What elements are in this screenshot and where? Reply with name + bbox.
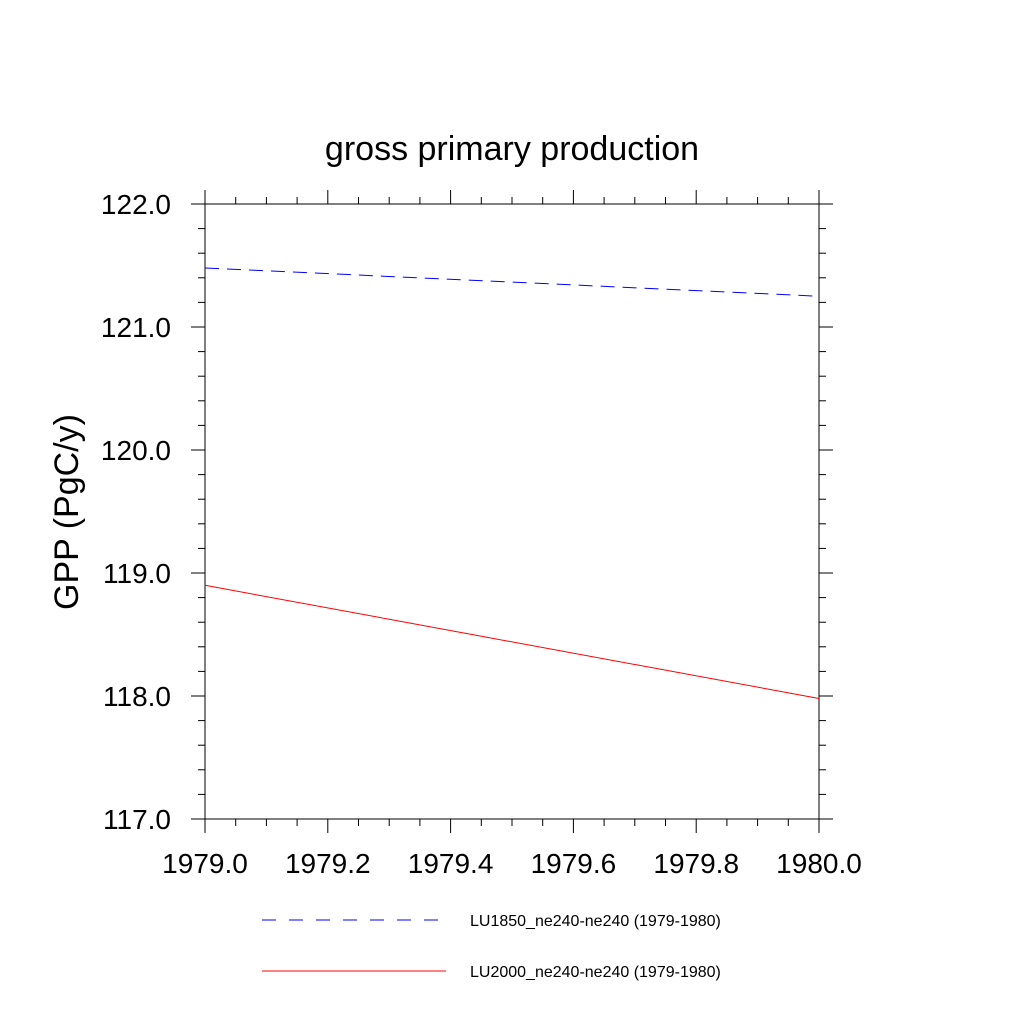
- series-group: [204, 267, 820, 699]
- y-axis-label: GPP (PgC/y): [48, 414, 86, 610]
- y-tick-label: 119.0: [103, 558, 171, 589]
- series-line-1: [204, 267, 820, 297]
- chart-title: gross primary production: [325, 130, 699, 168]
- legend-label-2: LU2000_ne240-ne240 (1979-1980): [470, 964, 721, 981]
- plot-border: [204, 203, 820, 820]
- legend: LU1850_ne240-ne240 (1979-1980) LU2000_ne2…: [262, 913, 721, 981]
- y-axis: 117.0 118.0 119.0 120.0 121.0 122.0: [101, 189, 833, 835]
- y-tick-label: 121.0: [101, 312, 171, 343]
- legend-label-1: LU1850_ne240-ne240 (1979-1980): [470, 913, 721, 930]
- y-tick-label: 120.0: [101, 435, 171, 466]
- x-tick-label: 1979.4: [408, 848, 494, 879]
- x-axis: 1979.0 1979.2 1979.4 1979.6 1979.8 1980.0: [162, 190, 862, 879]
- series-line-2: [204, 584, 820, 699]
- x-tick-label: 1980.0: [776, 848, 862, 879]
- y-tick-label: 117.0: [103, 804, 171, 835]
- x-tick-label: 1979.6: [531, 848, 617, 879]
- plot-area: [204, 203, 820, 820]
- x-tick-label: 1979.2: [285, 848, 371, 879]
- x-tick-label: 1979.0: [162, 848, 248, 879]
- x-tick-label: 1979.8: [653, 848, 739, 879]
- y-tick-label: 118.0: [103, 681, 171, 712]
- y-tick-label: 122.0: [101, 189, 171, 220]
